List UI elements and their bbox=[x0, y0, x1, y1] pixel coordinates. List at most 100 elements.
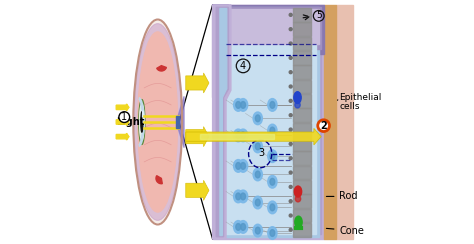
Text: 1: 1 bbox=[121, 112, 128, 122]
Circle shape bbox=[289, 200, 292, 203]
Circle shape bbox=[318, 120, 329, 132]
Bar bbox=[292, 180, 311, 194]
Bar bbox=[292, 108, 311, 122]
Polygon shape bbox=[213, 5, 324, 239]
Text: Rod: Rod bbox=[327, 192, 358, 201]
Ellipse shape bbox=[236, 224, 241, 230]
Ellipse shape bbox=[133, 21, 182, 223]
Ellipse shape bbox=[270, 127, 275, 134]
Circle shape bbox=[289, 28, 292, 31]
Ellipse shape bbox=[253, 140, 263, 153]
Bar bbox=[292, 137, 311, 151]
Ellipse shape bbox=[238, 160, 248, 172]
Ellipse shape bbox=[143, 111, 144, 123]
Circle shape bbox=[289, 142, 292, 145]
Circle shape bbox=[289, 99, 292, 102]
Ellipse shape bbox=[270, 230, 275, 236]
Ellipse shape bbox=[253, 196, 263, 209]
Ellipse shape bbox=[268, 150, 277, 163]
Ellipse shape bbox=[270, 153, 275, 160]
Ellipse shape bbox=[255, 115, 260, 122]
Circle shape bbox=[289, 171, 292, 174]
Ellipse shape bbox=[238, 129, 248, 142]
Bar bbox=[292, 123, 311, 136]
Text: cells: cells bbox=[339, 102, 360, 111]
Text: 3: 3 bbox=[258, 148, 264, 157]
Ellipse shape bbox=[234, 221, 243, 233]
Circle shape bbox=[289, 185, 292, 188]
Ellipse shape bbox=[241, 224, 246, 230]
Ellipse shape bbox=[234, 99, 243, 111]
Ellipse shape bbox=[236, 163, 241, 169]
FancyArrow shape bbox=[186, 73, 209, 93]
Ellipse shape bbox=[253, 168, 263, 181]
Ellipse shape bbox=[253, 224, 263, 237]
Text: Cone: Cone bbox=[327, 226, 365, 235]
Circle shape bbox=[289, 42, 292, 45]
Ellipse shape bbox=[255, 199, 260, 206]
Polygon shape bbox=[216, 10, 321, 234]
Ellipse shape bbox=[141, 112, 143, 132]
Polygon shape bbox=[225, 9, 319, 44]
Ellipse shape bbox=[255, 227, 260, 234]
Ellipse shape bbox=[294, 186, 301, 197]
Ellipse shape bbox=[238, 99, 248, 111]
Ellipse shape bbox=[294, 92, 301, 103]
Polygon shape bbox=[220, 9, 227, 235]
Ellipse shape bbox=[270, 102, 275, 108]
Circle shape bbox=[289, 71, 292, 74]
Ellipse shape bbox=[234, 160, 243, 172]
FancyArrow shape bbox=[186, 127, 209, 147]
Circle shape bbox=[289, 214, 292, 217]
Text: Epithelial: Epithelial bbox=[339, 93, 382, 102]
Polygon shape bbox=[226, 10, 316, 234]
FancyArrow shape bbox=[116, 104, 129, 111]
Text: 5: 5 bbox=[316, 11, 322, 20]
Ellipse shape bbox=[255, 143, 260, 150]
Bar bbox=[292, 51, 311, 65]
Text: Light: Light bbox=[116, 117, 145, 127]
Ellipse shape bbox=[137, 32, 178, 212]
Circle shape bbox=[289, 56, 292, 59]
Ellipse shape bbox=[236, 102, 241, 108]
Polygon shape bbox=[336, 5, 353, 239]
Bar bbox=[292, 194, 311, 208]
Ellipse shape bbox=[234, 129, 243, 142]
FancyArrow shape bbox=[201, 134, 273, 139]
Circle shape bbox=[289, 228, 292, 231]
Polygon shape bbox=[213, 5, 324, 54]
Ellipse shape bbox=[236, 132, 241, 139]
Polygon shape bbox=[324, 5, 336, 239]
Ellipse shape bbox=[295, 196, 301, 202]
Polygon shape bbox=[218, 7, 321, 49]
Bar bbox=[292, 151, 311, 165]
Ellipse shape bbox=[270, 178, 275, 185]
Ellipse shape bbox=[241, 102, 246, 108]
Ellipse shape bbox=[268, 124, 277, 137]
Ellipse shape bbox=[139, 103, 144, 141]
Bar bbox=[176, 116, 179, 128]
Bar bbox=[292, 223, 311, 237]
Bar bbox=[292, 8, 311, 22]
Polygon shape bbox=[213, 5, 228, 98]
Polygon shape bbox=[220, 7, 319, 237]
Ellipse shape bbox=[234, 190, 243, 203]
Circle shape bbox=[289, 13, 292, 16]
Ellipse shape bbox=[241, 193, 246, 200]
Polygon shape bbox=[216, 7, 228, 237]
Bar bbox=[292, 37, 311, 50]
Bar bbox=[292, 166, 311, 179]
FancyArrow shape bbox=[186, 180, 209, 200]
Bar bbox=[292, 65, 311, 79]
Circle shape bbox=[289, 114, 292, 117]
Ellipse shape bbox=[295, 216, 302, 228]
Circle shape bbox=[119, 112, 130, 122]
Bar bbox=[292, 94, 311, 108]
FancyArrow shape bbox=[116, 133, 129, 140]
Ellipse shape bbox=[295, 102, 300, 108]
Bar bbox=[292, 22, 311, 36]
FancyArrow shape bbox=[186, 128, 321, 145]
Ellipse shape bbox=[268, 201, 277, 214]
Ellipse shape bbox=[238, 221, 248, 233]
Ellipse shape bbox=[268, 227, 277, 239]
